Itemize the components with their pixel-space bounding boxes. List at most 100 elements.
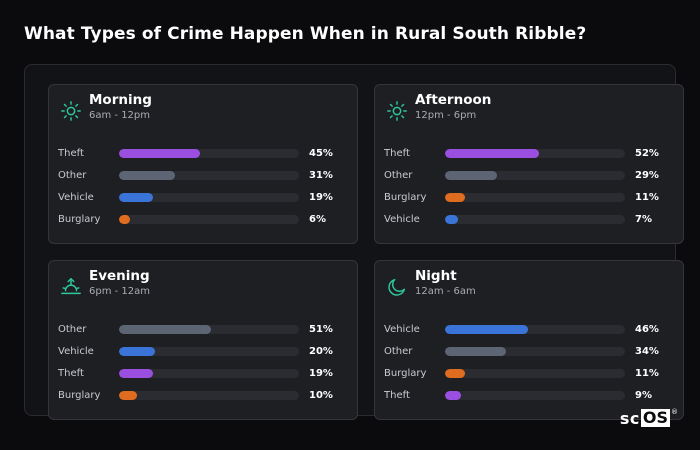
bar-row-other: Other 51% <box>49 323 357 345</box>
card-time-range: 6pm - 12am <box>89 286 151 297</box>
bar-label: Theft <box>384 148 410 159</box>
bar-label: Burglary <box>384 192 427 203</box>
bar-label: Other <box>58 170 87 181</box>
bar-value-label: 19% <box>309 368 333 379</box>
bar-value-label: 7% <box>635 214 652 225</box>
page-title: What Types of Crime Happen When in Rural… <box>24 24 587 44</box>
bar-fill <box>445 369 465 378</box>
logo-os-text: OS <box>640 408 670 427</box>
card-title: Night <box>415 268 457 284</box>
bar-fill <box>445 347 507 356</box>
bar-fill <box>119 149 200 158</box>
bar-value-label: 34% <box>635 346 659 357</box>
bar-value-label: 31% <box>309 170 333 181</box>
sunset-icon <box>60 276 82 298</box>
bar-label: Burglary <box>58 214 101 225</box>
bar-track <box>119 215 299 224</box>
bar-value-label: 46% <box>635 324 659 335</box>
logo-sc-text: sc <box>619 408 640 428</box>
bar-row-theft: Theft 9% <box>375 389 683 411</box>
bar-fill <box>119 347 155 356</box>
bar-fill <box>445 149 539 158</box>
bar-fill <box>445 215 458 224</box>
bar-fill <box>445 193 465 202</box>
bar-value-label: 29% <box>635 170 659 181</box>
bar-value-label: 19% <box>309 192 333 203</box>
bar-track <box>445 171 625 180</box>
bar-label: Burglary <box>384 368 427 379</box>
bar-row-vehicle: Vehicle 7% <box>375 213 683 235</box>
bar-row-vehicle: Vehicle 19% <box>49 191 357 213</box>
bar-list: Theft 45% Other 31% Vehicle 19% Burglary 6% <box>49 147 357 235</box>
bar-value-label: 9% <box>635 390 652 401</box>
bar-label: Theft <box>58 368 84 379</box>
bar-value-label: 51% <box>309 324 333 335</box>
moon-icon <box>386 276 408 298</box>
bar-label: Other <box>58 324 87 335</box>
bar-value-label: 45% <box>309 148 333 159</box>
bar-fill <box>445 391 462 400</box>
bar-row-burglary: Burglary 11% <box>375 367 683 389</box>
bar-value-label: 52% <box>635 148 659 159</box>
bar-track <box>445 193 625 202</box>
bar-track <box>445 347 625 356</box>
bar-value-label: 11% <box>635 368 659 379</box>
bar-label: Vehicle <box>384 214 420 225</box>
bar-track <box>119 149 299 158</box>
bar-row-burglary: Burglary 10% <box>49 389 357 411</box>
card-title: Afternoon <box>415 92 492 108</box>
bar-fill <box>119 215 130 224</box>
bar-fill <box>119 391 137 400</box>
bar-list: Theft 52% Other 29% Burglary 11% Vehicle 7% <box>375 147 683 235</box>
card-time-range: 12pm - 6pm <box>415 110 477 121</box>
bar-value-label: 6% <box>309 214 326 225</box>
bar-track <box>119 325 299 334</box>
bar-row-vehicle: Vehicle 46% <box>375 323 683 345</box>
bar-track <box>445 215 625 224</box>
bar-row-burglary: Burglary 6% <box>49 213 357 235</box>
sun-icon <box>386 100 408 122</box>
bar-track <box>119 391 299 400</box>
bar-fill <box>119 193 154 202</box>
bar-row-vehicle: Vehicle 20% <box>49 345 357 367</box>
bar-track <box>445 369 625 378</box>
bar-row-other: Other 34% <box>375 345 683 367</box>
bar-value-label: 20% <box>309 346 333 357</box>
bar-label: Other <box>384 170 413 181</box>
bar-track <box>119 171 299 180</box>
bar-fill <box>119 325 211 334</box>
bar-row-other: Other 31% <box>49 169 357 191</box>
card-morning: Morning 6am - 12pm Theft 45% Other 31% Vehic… <box>48 84 358 244</box>
card-time-range: 12am - 6am <box>415 286 476 297</box>
bar-label: Burglary <box>58 390 101 401</box>
card-evening: Evening 6pm - 12am Other 51% Vehicle 20% The… <box>48 260 358 420</box>
bar-label: Theft <box>58 148 84 159</box>
bar-track <box>119 347 299 356</box>
card-time-range: 6am - 12pm <box>89 110 151 121</box>
bar-row-burglary: Burglary 11% <box>375 191 683 213</box>
card-night: Night 12am - 6am Vehicle 46% Other 34% Burgl… <box>374 260 684 420</box>
card-title: Morning <box>89 92 152 108</box>
bar-label: Vehicle <box>58 192 94 203</box>
bar-row-other: Other 29% <box>375 169 683 191</box>
bar-value-label: 11% <box>635 192 659 203</box>
bar-label: Vehicle <box>384 324 420 335</box>
bar-fill <box>119 171 175 180</box>
bar-label: Other <box>384 346 413 357</box>
bar-label: Theft <box>384 390 410 401</box>
bar-list: Vehicle 46% Other 34% Burglary 11% Theft 9% <box>375 323 683 411</box>
bar-label: Vehicle <box>58 346 94 357</box>
card-afternoon: Afternoon 12pm - 6pm Theft 52% Other 29% Bur… <box>374 84 684 244</box>
bar-track <box>445 325 625 334</box>
sun-icon <box>60 100 82 122</box>
bar-row-theft: Theft 19% <box>49 367 357 389</box>
bar-row-theft: Theft 45% <box>49 147 357 169</box>
bar-track <box>445 391 625 400</box>
bar-value-label: 10% <box>309 390 333 401</box>
logo-registered-mark: ® <box>671 408 678 416</box>
bar-list: Other 51% Vehicle 20% Theft 19% Burglary 10% <box>49 323 357 411</box>
scos-logo: sc OS ® <box>620 408 678 428</box>
bar-track <box>445 149 625 158</box>
bar-row-theft: Theft 52% <box>375 147 683 169</box>
bar-track <box>119 193 299 202</box>
